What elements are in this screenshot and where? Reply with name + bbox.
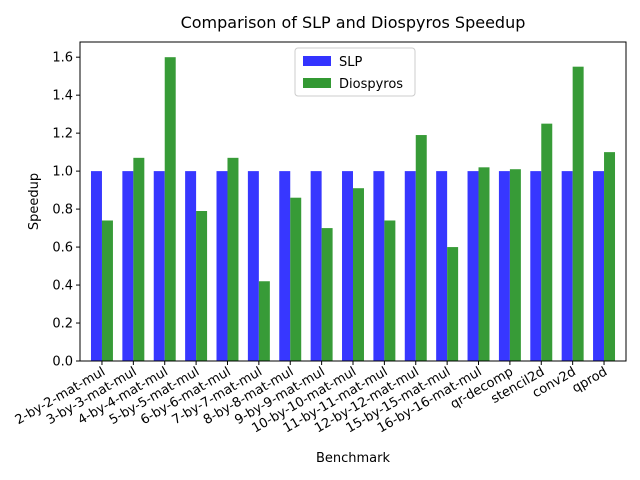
bar-diospyros-7-by-7-mat-mul bbox=[258, 281, 270, 361]
bar-slp-7-by-7-mat-mul bbox=[247, 171, 259, 361]
legend-label-slp: SLP bbox=[339, 55, 362, 70]
chart-title: Comparison of SLP and Diospyros Speedup bbox=[181, 13, 526, 32]
y-tick-label: 0.0 bbox=[52, 355, 73, 370]
x-axis-label: Benchmark bbox=[316, 451, 391, 466]
bar-slp-conv2d bbox=[561, 171, 573, 361]
legend-swatch-diospyros bbox=[303, 78, 331, 88]
bar-slp-15-by-15-mat-mul bbox=[436, 171, 448, 361]
y-tick-label: 0.2 bbox=[52, 317, 73, 332]
bar-slp-6-by-6-mat-mul bbox=[216, 171, 228, 361]
bar-diospyros-4-by-4-mat-mul bbox=[164, 57, 176, 361]
y-tick-label: 0.8 bbox=[52, 203, 73, 218]
bar-slp-9-by-9-mat-mul bbox=[310, 171, 322, 361]
bar-diospyros-12-by-12-mat-mul bbox=[415, 135, 427, 361]
bar-slp-3-by-3-mat-mul bbox=[122, 171, 134, 361]
bar-diospyros-15-by-15-mat-mul bbox=[447, 247, 459, 361]
bar-diospyros-10-by-10-mat-mul bbox=[353, 188, 364, 361]
y-axis: 0.0 0.2 0.4 0.6 0.8 1.0 1.2 1.4 1.6 bbox=[52, 51, 80, 370]
bar-slp-11-by-11-mat-mul bbox=[373, 171, 385, 361]
bar-diospyros-stencil2d bbox=[541, 123, 553, 362]
legend: SLP Diospyros bbox=[294, 47, 416, 97]
bar-diospyros-conv2d bbox=[572, 66, 584, 362]
bar-diospyros-qprod bbox=[604, 152, 616, 361]
bar-slp-5-by-5-mat-mul bbox=[185, 171, 197, 361]
bar-slp-stencil2d bbox=[530, 171, 542, 361]
y-tick-label: 1.2 bbox=[52, 127, 73, 142]
bar-slp-8-by-8-mat-mul bbox=[279, 171, 291, 361]
bar-diospyros-5-by-5-mat-mul bbox=[196, 210, 208, 361]
y-tick-label: 1.4 bbox=[52, 89, 73, 104]
bar-diospyros-qr-decomp bbox=[509, 169, 521, 361]
y-tick-label: 1.0 bbox=[52, 165, 73, 180]
y-tick-label: 1.6 bbox=[52, 51, 73, 66]
bar-slp-12-by-12-mat-mul bbox=[404, 171, 416, 361]
bar-diospyros-11-by-11-mat-mul bbox=[384, 220, 396, 361]
bar-diospyros-3-by-3-mat-mul bbox=[133, 157, 145, 361]
bar-diospyros-16-by-16-mat-mul bbox=[478, 167, 490, 361]
bar-diospyros-8-by-8-mat-mul bbox=[290, 197, 302, 361]
bar-diospyros-9-by-9-mat-mul bbox=[321, 228, 333, 361]
bars-layer bbox=[90, 57, 616, 362]
y-axis-label: Speedup bbox=[27, 173, 42, 230]
legend-label-diospyros: Diospyros bbox=[339, 77, 403, 92]
y-tick-label: 0.6 bbox=[52, 241, 73, 256]
bar-slp-16-by-16-mat-mul bbox=[467, 171, 479, 361]
bar-slp-10-by-10-mat-mul bbox=[342, 171, 353, 361]
y-tick-label: 0.4 bbox=[52, 279, 73, 294]
bar-diospyros-6-by-6-mat-mul bbox=[227, 157, 239, 361]
bar-slp-4-by-4-mat-mul bbox=[153, 171, 165, 361]
bar-slp-qr-decomp bbox=[498, 171, 510, 361]
bar-slp-qprod bbox=[593, 171, 605, 361]
bar-diospyros-2-by-2-mat-mul bbox=[101, 220, 113, 361]
bar-slp-2-by-2-mat-mul bbox=[90, 171, 102, 361]
legend-swatch-slp bbox=[303, 56, 331, 66]
